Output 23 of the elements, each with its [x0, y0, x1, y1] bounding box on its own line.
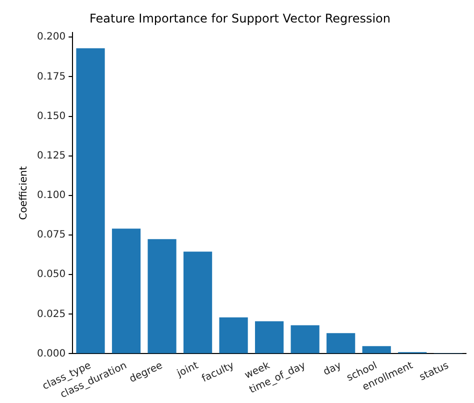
x-tick-label: day [322, 360, 344, 378]
x-tick-label: status [418, 360, 450, 384]
bar [255, 321, 284, 354]
y-tick-label: 0.050 [36, 269, 66, 280]
y-tick-label: 0.125 [36, 150, 66, 162]
y-tick-label: 0.075 [36, 230, 66, 241]
y-tick-label: 0.150 [36, 110, 66, 122]
y-axis-title: Coefficient [18, 166, 30, 220]
bar [326, 333, 356, 354]
chart-title: Feature Importance for Support Vector Regression [90, 11, 390, 26]
x-tick-label: joint [174, 360, 200, 380]
y-tick-label: 0.000 [36, 348, 66, 360]
bar [76, 48, 105, 354]
bar [290, 325, 320, 354]
bar [183, 252, 212, 354]
y-tick-label: 0.200 [36, 32, 66, 43]
y-tick-label: 0.100 [36, 190, 66, 202]
bar [148, 239, 176, 354]
bar [112, 228, 141, 354]
y-tick-label: 0.025 [36, 308, 66, 320]
y-tick-label: 0.175 [36, 71, 66, 82]
bar [362, 346, 391, 354]
bar [219, 317, 248, 354]
